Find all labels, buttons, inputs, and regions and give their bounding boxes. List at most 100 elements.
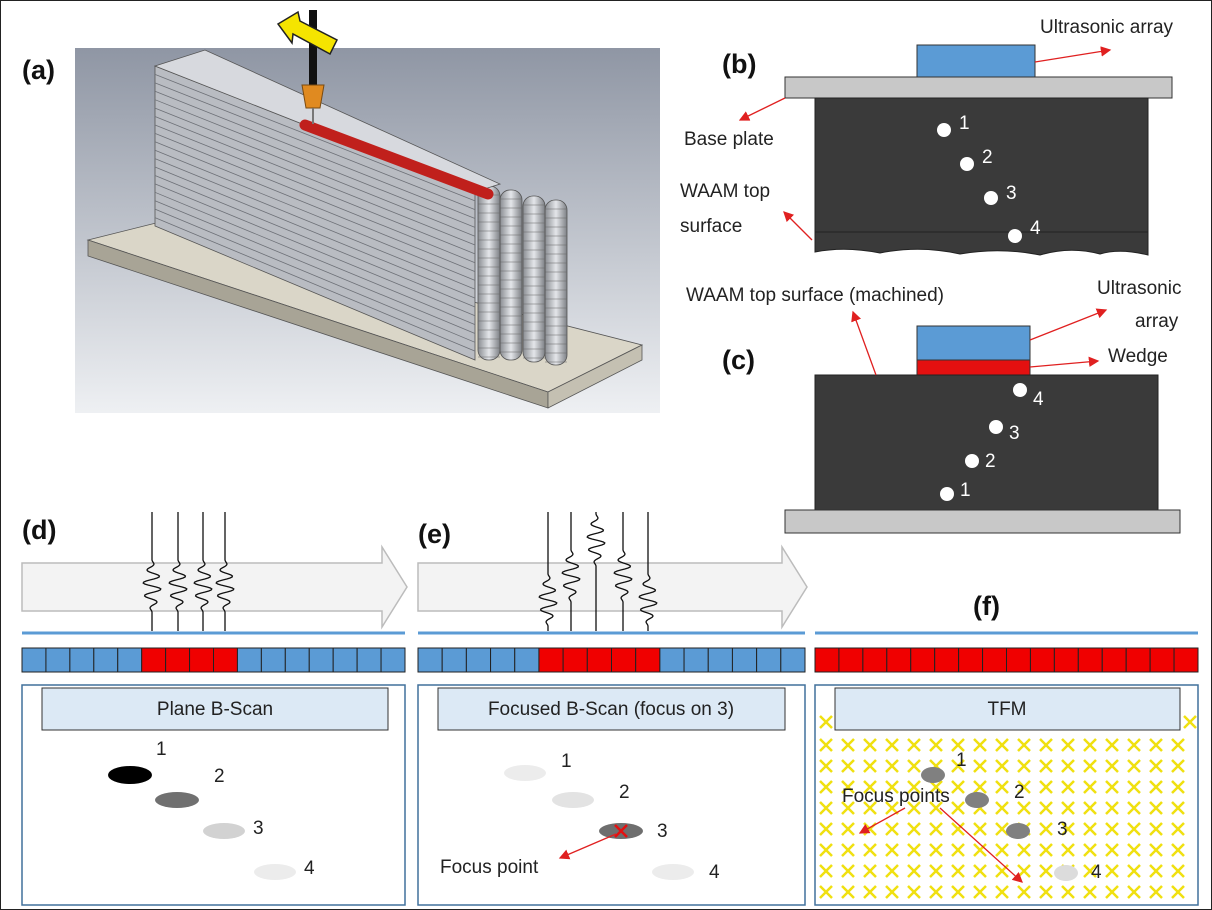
array-element xyxy=(815,648,839,672)
array-element xyxy=(1054,648,1078,672)
array-element xyxy=(1078,648,1102,672)
array-element xyxy=(22,648,46,672)
shape xyxy=(785,510,1180,533)
scan-title: Focused B-Scan (focus on 3) xyxy=(488,699,734,720)
shape xyxy=(921,767,945,783)
shape xyxy=(937,123,951,137)
shape xyxy=(917,326,1030,360)
panel-label: (f) xyxy=(973,591,1000,621)
label: surface xyxy=(680,216,742,237)
point-label: 3 xyxy=(657,821,668,842)
array-element xyxy=(1174,648,1198,672)
annotation: Focus points xyxy=(842,786,950,807)
array-element xyxy=(1150,648,1174,672)
array-element xyxy=(46,648,70,672)
arrow xyxy=(1035,50,1110,62)
array-element xyxy=(612,648,636,672)
array-element xyxy=(757,648,781,672)
point-label: 3 xyxy=(253,818,264,839)
array-element xyxy=(660,648,684,672)
shape xyxy=(815,98,1148,255)
array-element xyxy=(732,648,756,672)
point-label: 2 xyxy=(214,766,225,787)
point-label: 4 xyxy=(1030,218,1041,239)
point-label: 1 xyxy=(959,113,970,134)
shape xyxy=(108,766,152,784)
panel-label: (a) xyxy=(22,55,55,85)
array-element xyxy=(237,648,261,672)
label: Base plate xyxy=(684,129,774,150)
array-element xyxy=(70,648,94,672)
label: WAAM top xyxy=(680,181,770,202)
shape xyxy=(785,77,1172,98)
shape xyxy=(22,648,1198,672)
panel-label: (c) xyxy=(722,345,755,375)
shape xyxy=(815,375,1158,510)
array-element xyxy=(466,648,490,672)
array-element xyxy=(983,648,1007,672)
array-element xyxy=(587,648,611,672)
shape xyxy=(254,864,296,880)
panel-label: (e) xyxy=(418,519,451,549)
array-element xyxy=(959,648,983,672)
figure: (a) (b) Ultrasonic array Base plate WAAM… xyxy=(0,0,1212,910)
array-element xyxy=(381,648,405,672)
bead xyxy=(545,200,567,365)
arrow xyxy=(1030,361,1098,367)
point-label: 1 xyxy=(956,750,967,771)
shape xyxy=(418,547,807,627)
shape xyxy=(302,85,324,108)
shape xyxy=(984,191,998,205)
label: Ultrasonic array xyxy=(1040,17,1174,38)
array-element xyxy=(1126,648,1150,672)
array-element xyxy=(839,648,863,672)
array-element xyxy=(190,648,214,672)
shape xyxy=(1054,865,1078,881)
point-label: 4 xyxy=(709,862,720,883)
arrow xyxy=(740,98,785,120)
arrow xyxy=(784,212,812,240)
array-element xyxy=(261,648,285,672)
array-element xyxy=(563,648,587,672)
array-element xyxy=(539,648,563,672)
label: WAAM top surface (machined) xyxy=(686,285,944,306)
point-label: 4 xyxy=(304,858,315,879)
array-element xyxy=(142,648,166,672)
array-element xyxy=(911,648,935,672)
shape xyxy=(965,454,979,468)
shape xyxy=(652,864,694,880)
array-element xyxy=(781,648,805,672)
point-label: 1 xyxy=(156,739,167,760)
point-label: 2 xyxy=(985,451,996,472)
scan-title: TFM xyxy=(987,699,1026,720)
array-element xyxy=(887,648,911,672)
array-element xyxy=(515,648,539,672)
annotation: Focus point xyxy=(440,857,539,878)
shape xyxy=(504,765,546,781)
arrow xyxy=(853,312,876,375)
array-element xyxy=(285,648,309,672)
array-element xyxy=(166,648,190,672)
point-label: 2 xyxy=(982,147,993,168)
array-element xyxy=(1007,648,1031,672)
point-label: 3 xyxy=(1009,423,1020,444)
shape xyxy=(965,792,989,808)
shape xyxy=(989,420,1003,434)
panel-c-specimen xyxy=(785,310,1180,533)
point-label: 2 xyxy=(619,782,630,803)
array-element xyxy=(357,648,381,672)
panel-b-specimen xyxy=(740,45,1172,255)
bead xyxy=(500,190,522,360)
shape xyxy=(1006,823,1030,839)
bead xyxy=(478,186,500,360)
array-element xyxy=(333,648,357,672)
array-element xyxy=(214,648,238,672)
array-element xyxy=(491,648,515,672)
shape xyxy=(917,360,1030,375)
scan-title: Plane B-Scan xyxy=(157,699,273,720)
array-element xyxy=(863,648,887,672)
array-element xyxy=(708,648,732,672)
array-element xyxy=(418,648,442,672)
label: array xyxy=(1135,311,1179,332)
panel-label: (b) xyxy=(722,49,756,79)
